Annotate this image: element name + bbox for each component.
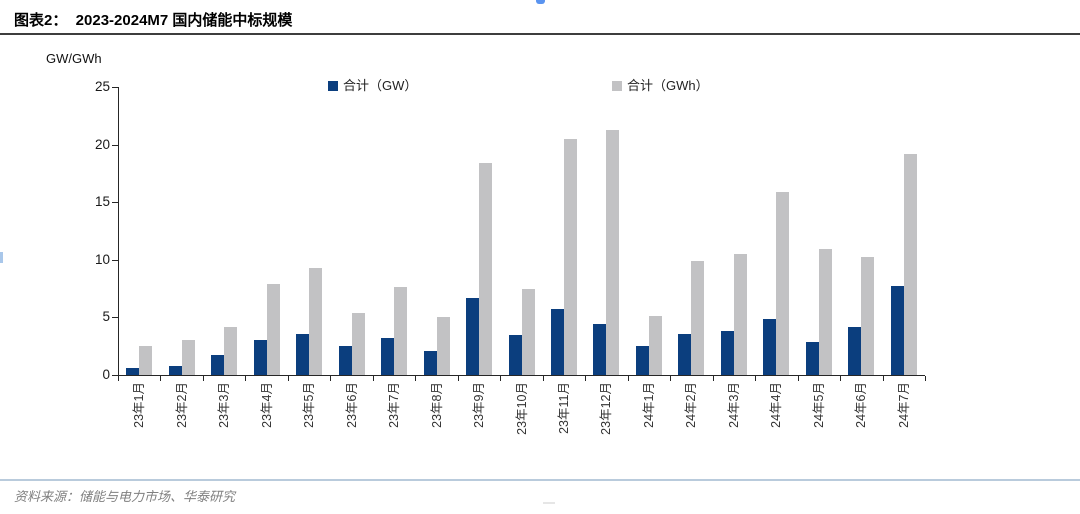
bar-gwh (224, 326, 238, 375)
x-tick-mark (882, 376, 884, 381)
legend-item-gwh: 合计（GWh） (612, 79, 709, 92)
bar-gwh (563, 138, 577, 375)
y-tick-mark (112, 202, 118, 204)
x-tick-mark (118, 376, 119, 381)
y-tick-label: 10 (94, 251, 110, 267)
bar-gwh (903, 153, 917, 375)
bar-gwh (818, 249, 832, 375)
bar-gwh (181, 340, 195, 375)
edge-artifact-left (0, 252, 3, 263)
x-tick-mark (797, 376, 799, 381)
y-tick-mark (112, 259, 118, 261)
bar-gwh (733, 254, 747, 375)
x-tick-mark (585, 376, 587, 381)
x-tick-mark (372, 376, 374, 381)
x-tick-mark (712, 376, 714, 381)
x-tick-mark (415, 376, 417, 381)
chart-title: 图表2： 2023-2024M7 国内储能中标规模 (14, 12, 293, 29)
bar-gw (678, 333, 692, 375)
bar-gw (211, 355, 225, 375)
bar-gw (550, 309, 564, 375)
x-tick-mark (542, 376, 544, 381)
x-tick-mark (755, 376, 757, 381)
y-tick-label: 0 (102, 367, 110, 382)
bar-gw (381, 338, 395, 375)
legend-swatch-gwh (612, 80, 622, 91)
bar-gwh (776, 191, 790, 375)
x-tick-mark (840, 376, 842, 381)
bar-gwh (351, 312, 365, 375)
bar-gwh (266, 283, 280, 375)
source-note: 资料来源：储能与电力市场、华泰研究 (14, 489, 236, 504)
y-tick-label: 25 (94, 79, 110, 94)
x-tick-mark (330, 376, 332, 381)
bar-gwh (139, 346, 153, 375)
y-axis-unit-label: GW/GWh (46, 51, 102, 66)
bar-gw (890, 286, 904, 375)
cursor-artifact-top (536, 0, 545, 4)
bar-gw (635, 346, 649, 375)
x-axis-line (118, 375, 925, 376)
bar-gwh (521, 288, 535, 375)
bar-gw (805, 341, 819, 375)
bar-gwh (309, 267, 323, 375)
legend-swatch-gw (328, 80, 338, 91)
y-tick-mark (112, 87, 118, 88)
bar-gw (848, 326, 862, 375)
bar-gw (593, 324, 607, 375)
y-tick-label: 20 (94, 136, 110, 152)
bar-gwh (479, 163, 493, 375)
y-tick-mark (112, 317, 118, 319)
y-tick-label: 15 (94, 194, 110, 210)
x-tick-mark (670, 376, 672, 381)
bar-gwh (648, 316, 662, 375)
bar-gw (296, 333, 310, 375)
y-axis-line (118, 87, 119, 376)
bar-gw (423, 350, 437, 375)
legend-label-gwh: 合计（GWh） (627, 78, 709, 93)
bar-gwh (436, 317, 450, 375)
x-tick-mark (160, 376, 162, 381)
y-tick-mark (112, 144, 118, 146)
y-tick-label: 5 (102, 309, 110, 325)
footer-divider (0, 479, 1080, 481)
bar-gw (253, 340, 267, 375)
bar-gw (338, 346, 352, 375)
bar-gw (126, 368, 140, 375)
bar-gw (168, 365, 182, 375)
x-tick-mark (245, 376, 247, 381)
legend-label-gw: 合计（GW） (343, 78, 418, 93)
bar-gwh (861, 257, 875, 375)
x-tick-mark (457, 376, 459, 381)
x-tick-mark (287, 376, 289, 381)
bar-gw (466, 297, 480, 375)
x-tick-mark (202, 376, 204, 381)
title-divider (0, 33, 1080, 35)
bar-gw (720, 331, 734, 375)
bar-gwh (606, 129, 620, 375)
x-tick-mark (925, 376, 926, 381)
x-tick-mark (627, 376, 629, 381)
edge-artifact-bottom (543, 502, 555, 504)
x-tick-mark (500, 376, 502, 381)
bar-gwh (691, 260, 705, 375)
y-tick-mark (112, 375, 118, 376)
legend-item-gw: 合计（GW） (328, 79, 417, 92)
bar-gw (508, 334, 522, 375)
bar-gwh (394, 287, 408, 375)
bar-gw (763, 318, 777, 375)
